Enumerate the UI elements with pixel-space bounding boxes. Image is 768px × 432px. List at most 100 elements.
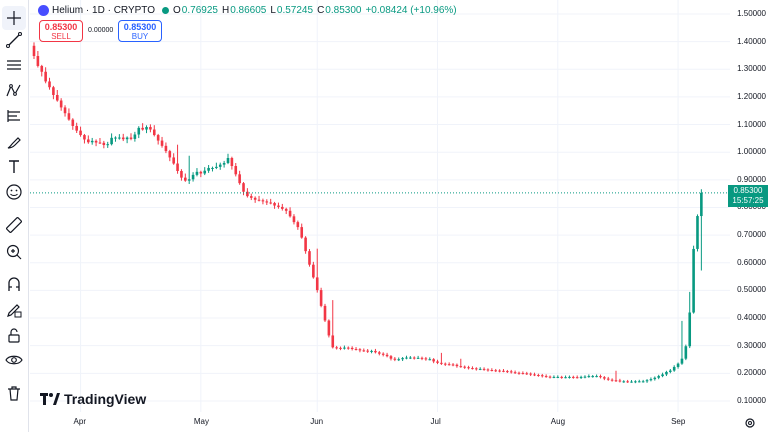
candle-body [420,357,424,359]
candle-body [634,381,637,383]
candle-body [102,142,106,146]
candle-body [106,144,110,146]
candle-body [669,370,672,372]
crosshair-icon[interactable] [2,6,26,30]
candle-body [40,65,44,72]
candle-body [129,137,133,139]
candle-body [284,208,288,211]
lock-drawing-icon-glyph [7,304,22,318]
candle-body [568,376,571,378]
x-tick-label: Apr [73,417,86,426]
candle-body [521,373,525,375]
candle-body [583,376,587,378]
emoji-icon[interactable] [2,180,26,204]
candle-body [288,210,292,217]
sell-price: 0.85300 [44,22,78,32]
candle-body [657,376,660,378]
candle-body [374,350,377,353]
magnet-icon-glyph [8,277,20,291]
candle-body [696,216,699,249]
y-tick-label: 1.00000 [737,147,766,157]
eye-icon[interactable] [2,348,26,372]
eye-icon-glyph [5,355,23,365]
candle-body [572,376,575,378]
y-tick-label: 0.20000 [737,368,766,378]
candle-body [121,137,125,140]
text-icon[interactable] [2,155,26,179]
candle-body [269,202,272,204]
candle-body [234,166,238,175]
candles [32,42,703,384]
pattern-icon[interactable] [2,79,26,103]
unlock-icon[interactable] [2,323,26,347]
settings-gear-icon[interactable] [744,417,756,429]
sell-button[interactable]: 0.85300 SELL [39,20,83,42]
horizontal-lines-icon[interactable] [2,53,26,77]
price-chart[interactable] [30,0,730,432]
zoom-in-icon[interactable] [2,240,26,264]
ruler-icon-glyph [6,217,22,233]
unlock-icon-glyph [8,328,20,343]
candle-body [257,199,261,201]
candle-body [98,142,102,144]
magnet-icon[interactable] [2,272,26,296]
candle-body [630,381,633,383]
candle-body [672,366,676,371]
candle-body [168,151,172,158]
candle-body [614,380,618,382]
candle-body [370,350,373,352]
candle-body [482,368,486,370]
candle-body [133,134,137,139]
fib-tool-icon[interactable] [2,104,26,128]
buy-button[interactable]: 0.85300 BUY [118,20,162,42]
trend-line-icon[interactable] [2,28,26,52]
last-price-label: 0.85300 15:57:25 [728,185,768,207]
candle-body [335,347,338,349]
candle-body [164,145,168,152]
candle-body [184,177,187,181]
candle-body [661,374,664,377]
trash-icon[interactable] [2,381,26,405]
candle-body [579,376,583,378]
candle-body [36,56,40,66]
brush-icon-glyph [7,137,21,149]
candle-body [300,227,304,238]
x-tick-label: Sep [671,417,686,426]
close-value: 0.85300 [325,4,362,16]
ruler-icon[interactable] [2,213,26,237]
candle-body [346,347,350,349]
candle-body [467,367,470,369]
symbol-name[interactable]: Helium [52,4,84,16]
candle-body [544,376,548,378]
candle-body [281,206,284,209]
candle-body [424,358,428,360]
candle-body [55,94,59,101]
brush-icon[interactable] [2,130,26,154]
candle-body [354,348,358,350]
candle-body [665,371,668,375]
candle-body [595,376,598,378]
candle-body [63,107,67,114]
y-tick-label: 1.30000 [737,64,766,74]
lock-drawing-icon[interactable] [2,298,26,322]
candle-body [75,125,78,131]
candle-body [409,357,412,359]
source: CRYPTO [113,4,156,16]
candle-body [79,130,82,136]
candle-body [114,137,117,139]
candle-body [362,350,366,352]
interval[interactable]: 1D [92,4,105,16]
candle-body [315,277,319,291]
candle-body [556,376,560,378]
candle-body [502,370,505,372]
candle-body [59,100,63,108]
candle-body [440,362,443,364]
x-tick-label: Jul [430,417,441,426]
candle-body [261,200,265,202]
candle-body [405,357,408,359]
candle-body [513,372,517,374]
candle-body [490,370,494,372]
price-axis[interactable]: 1.50000 1.40000 1.30000 1.20000 1.10000 1.000… [730,0,768,432]
candle-body [253,197,257,200]
tradingview-logo[interactable]: TradingView [40,391,146,407]
